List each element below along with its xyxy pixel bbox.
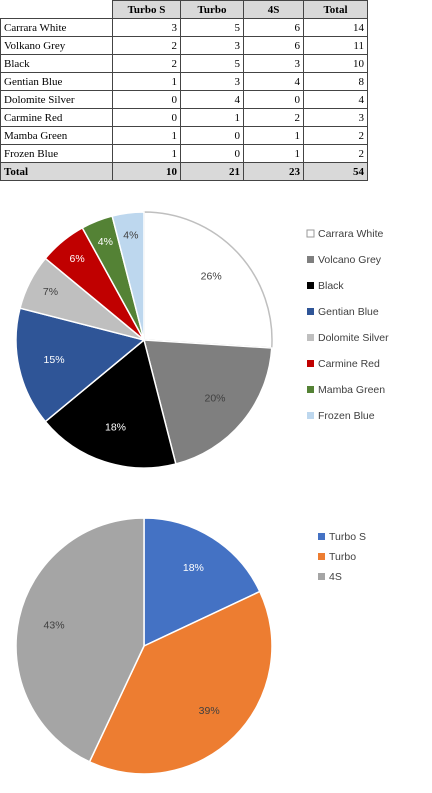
legend-label: Black bbox=[318, 280, 344, 292]
pie-slice bbox=[111, 211, 145, 341]
legend-label: Carmine Red bbox=[318, 358, 380, 370]
legend-label: Mamba Green bbox=[318, 384, 385, 396]
legend-marker bbox=[307, 334, 314, 341]
pie-slice bbox=[44, 338, 177, 469]
legend-label: Dolomite Silver bbox=[318, 332, 389, 344]
table-row: Black 2 5 3 10 bbox=[0, 54, 368, 73]
table-cell: Total bbox=[303, 0, 368, 19]
legend-label: 4S bbox=[329, 571, 342, 583]
pie-slice bbox=[15, 307, 146, 423]
legend-label: Turbo S bbox=[329, 531, 366, 543]
pie-slice bbox=[88, 590, 273, 775]
data-label: 39% bbox=[199, 705, 220, 717]
table-cell: Carmine Red bbox=[0, 108, 113, 127]
pie-slice bbox=[143, 517, 261, 648]
legend-marker bbox=[318, 553, 325, 560]
pie-slice bbox=[15, 517, 145, 763]
data-table: Turbo S Turbo 4S Total Carrara White 3 5 6 14 Vol… bbox=[0, 0, 368, 181]
legend-marker bbox=[307, 256, 314, 263]
table-cell: 54 bbox=[303, 162, 368, 181]
table-cell: Mamba Green bbox=[0, 126, 113, 145]
data-label: 15% bbox=[44, 354, 65, 366]
table-cell: Dolomite Silver bbox=[0, 90, 113, 109]
legend-marker bbox=[306, 229, 315, 238]
table-cell: 21 bbox=[180, 162, 244, 181]
data-label: 7% bbox=[43, 286, 58, 298]
data-label: 6% bbox=[70, 253, 85, 265]
data-label: 18% bbox=[105, 421, 126, 433]
legend-marker bbox=[307, 360, 314, 367]
legend-marker bbox=[318, 573, 325, 580]
table-cell: Total bbox=[0, 162, 113, 181]
table-cell: 11 bbox=[303, 36, 368, 55]
table-row: Dolomite Silver 0 4 0 4 bbox=[0, 90, 368, 109]
pie-slice bbox=[143, 339, 273, 465]
legend-marker bbox=[307, 308, 314, 315]
table-cell: 4S bbox=[243, 0, 304, 19]
data-label: 4% bbox=[123, 230, 138, 242]
data-label: 18% bbox=[183, 562, 204, 574]
legend-marker bbox=[307, 386, 314, 393]
table-row: Total 10 21 23 54 bbox=[0, 162, 368, 181]
data-label: 43% bbox=[44, 620, 65, 632]
table-cell: 23 bbox=[243, 162, 304, 181]
table-row: Mamba Green 1 0 1 2 bbox=[0, 126, 368, 145]
table-row: Frozen Blue 1 0 1 2 bbox=[0, 144, 368, 163]
table-cell: Turbo S bbox=[112, 0, 181, 19]
legend-label: Volcano Grey bbox=[318, 254, 382, 266]
legend-label: Frozen Blue bbox=[318, 410, 375, 422]
legend-marker bbox=[307, 282, 314, 289]
legend-label: Carrara White bbox=[318, 228, 384, 240]
legend-marker bbox=[318, 533, 325, 540]
legend-label: Gentian Blue bbox=[318, 306, 379, 318]
legend-label: Turbo bbox=[329, 551, 356, 563]
pie-slice bbox=[143, 211, 273, 349]
legend-marker bbox=[307, 412, 314, 419]
header-row: Turbo S Turbo 4S Total bbox=[0, 0, 368, 19]
data-label: 20% bbox=[205, 393, 226, 405]
table-cell: 10 bbox=[112, 162, 181, 181]
data-label: 26% bbox=[201, 271, 222, 283]
data-label: 4% bbox=[98, 236, 113, 248]
